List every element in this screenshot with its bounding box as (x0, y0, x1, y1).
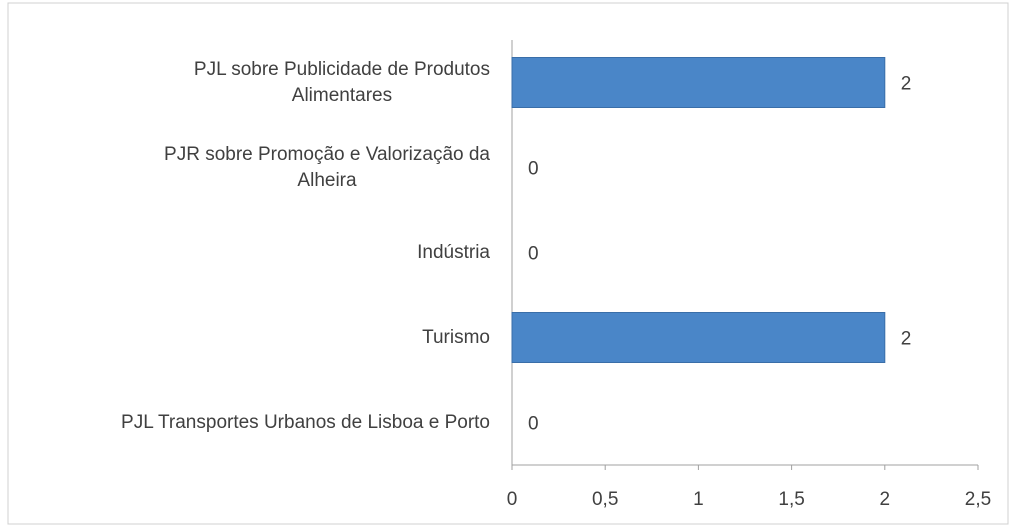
value-label: 2 (901, 329, 912, 350)
category-label: PJL Transportes Urbanos de Lisboa e Port… (121, 411, 490, 433)
value-label: 0 (528, 159, 539, 180)
category-label-box: Indústria (417, 210, 490, 295)
x-tick-label: 2 (880, 489, 891, 510)
category-label-box: PJL sobre Publicidade de Produtos Alimen… (194, 40, 490, 125)
value-label: 0 (528, 414, 539, 435)
x-tick-label: 1,5 (778, 489, 804, 510)
x-tick-label: 0 (507, 489, 518, 510)
x-tick-label: 2,5 (965, 489, 991, 510)
category-label: PJL sobre Publicidade de Produtos Alimen… (193, 58, 490, 106)
category-label: Indústria (417, 241, 490, 263)
category-label-box: PJL Transportes Urbanos de Lisboa e Port… (121, 380, 490, 465)
bar (511, 312, 886, 363)
category-label: Turismo (422, 326, 490, 348)
value-label: 0 (528, 244, 539, 265)
value-label: 2 (901, 74, 912, 95)
x-tick-label: 1 (693, 489, 704, 510)
category-label-box: PJR sobre Promoção e Valorização da Alhe… (164, 125, 490, 210)
category-label: PJR sobre Promoção e Valorização da Alhe… (164, 143, 490, 191)
x-tick-label: 0,5 (592, 489, 618, 510)
bar (511, 57, 886, 108)
chart-border (7, 2, 1009, 525)
category-label-box: Turismo (422, 295, 490, 380)
